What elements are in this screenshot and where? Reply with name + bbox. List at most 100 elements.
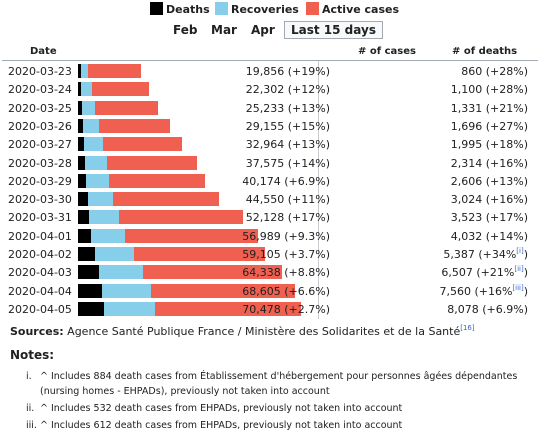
row-date: 2020-04-02 bbox=[8, 248, 72, 261]
row-deaths-value: 2,606 (+13%) bbox=[450, 174, 528, 188]
row-cases: 22,302 (+12%) bbox=[245, 83, 330, 97]
table-row: 2020-03-30 44,550 (+11%) 3,024 (+16%) bbox=[0, 190, 540, 208]
bar-segment-active bbox=[91, 82, 149, 97]
note-ref-link[interactable]: [ii] bbox=[514, 265, 524, 274]
legend-label-deaths: Deaths bbox=[166, 3, 210, 16]
bar-segment-recoveries bbox=[95, 247, 135, 261]
bar-segment-active bbox=[142, 265, 282, 280]
legend-active: Active cases bbox=[306, 2, 399, 16]
row-deaths: 1,331 (+21%) bbox=[451, 102, 528, 115]
note-text: ^ Includes 612 death cases from EHPADs, … bbox=[40, 420, 403, 431]
row-date: 2020-03-30 bbox=[8, 193, 72, 207]
bar-segment-deaths bbox=[78, 82, 82, 97]
bar-segment-deaths bbox=[78, 283, 102, 298]
bar-segment-recoveries bbox=[83, 118, 100, 133]
row-deaths: 1,696 (+27%) bbox=[451, 120, 528, 133]
row-cases: 37,575 (+14%) bbox=[245, 156, 330, 170]
bar-segment-recoveries bbox=[90, 228, 126, 243]
row-cases: 32,964 (+13%) bbox=[245, 138, 330, 152]
bar-segment-deaths bbox=[78, 265, 99, 280]
tab-last-15-days[interactable]: Last 15 days bbox=[284, 21, 383, 39]
legend-recoveries: Recoveries bbox=[215, 2, 299, 16]
bar-segment-deaths bbox=[78, 137, 85, 152]
bar-segment-deaths bbox=[78, 210, 90, 225]
header-deaths: # of deaths bbox=[452, 46, 518, 57]
bar-segment-active bbox=[118, 210, 244, 225]
table-row: 2020-03-31 52,128 (+17%) 3,523 (+17%) bbox=[0, 208, 540, 226]
row-deaths: 7,560 (+16%[iii]) bbox=[439, 283, 528, 298]
table-row: 2020-03-25 25,233 (+13%) 1,331 (+21%) bbox=[0, 99, 540, 117]
row-cases: 25,233 (+13%) bbox=[245, 101, 330, 115]
bar-segment-deaths bbox=[78, 118, 84, 133]
row-deaths-closing: ) bbox=[523, 284, 528, 298]
row-date: 2020-04-03 bbox=[8, 266, 72, 280]
note-ref-link[interactable]: [i] bbox=[516, 247, 524, 255]
bar-segment-deaths bbox=[78, 228, 91, 243]
row-date: 2020-04-05 bbox=[8, 302, 72, 316]
row-deaths: 3,024 (+16%) bbox=[451, 193, 528, 206]
legend-swatch-recoveries bbox=[215, 2, 228, 15]
row-deaths-value: 6,507 (+21% bbox=[441, 266, 515, 280]
row-date: 2020-03-29 bbox=[8, 174, 72, 188]
table-row: 2020-03-28 37,575 (+14%) 2,314 (+16%) bbox=[0, 154, 540, 172]
bar-segment-active bbox=[87, 64, 141, 78]
header-divider bbox=[2, 60, 538, 61]
note-item: ii. ^ Includes 532 death cases from EHPAD… bbox=[26, 401, 526, 416]
bar-segment-recoveries bbox=[80, 64, 88, 78]
row-deaths-value: 1,696 (+27%) bbox=[450, 119, 528, 133]
bar-segment-recoveries bbox=[86, 173, 110, 188]
bar-segment-recoveries bbox=[103, 301, 155, 316]
header-date: Date bbox=[30, 46, 57, 57]
legend-label-recoveries: Recoveries bbox=[231, 3, 299, 16]
row-deaths-value: 2,314 (+16%) bbox=[450, 156, 528, 170]
row-deaths-value: 1,100 (+28%) bbox=[450, 83, 528, 97]
row-deaths: 2,606 (+13%) bbox=[451, 175, 528, 188]
row-deaths-value: 7,560 (+16% bbox=[439, 284, 513, 298]
bar-segment-active bbox=[103, 137, 183, 152]
row-cases: 52,128 (+17%) bbox=[245, 211, 330, 225]
bar-segment-active bbox=[150, 283, 296, 298]
row-cases: 59,105 (+3.7%) bbox=[242, 248, 330, 261]
table-row: 2020-04-03 64,338 (+8.8%) 6,507 (+21%[ii]) bbox=[0, 263, 540, 281]
row-cases: 44,550 (+11%) bbox=[245, 193, 330, 207]
bar-segment-deaths bbox=[78, 64, 81, 78]
tab-feb[interactable]: Feb bbox=[173, 23, 198, 37]
table-row: 2020-03-27 32,964 (+13%) 1,995 (+18%) bbox=[0, 135, 540, 153]
table-row: 2020-03-23 19,856 (+19%) 860 (+28%) bbox=[0, 62, 540, 80]
row-deaths-closing: ) bbox=[523, 266, 528, 280]
tab-mar[interactable]: Mar bbox=[211, 23, 237, 37]
bar-segment-recoveries bbox=[84, 137, 104, 152]
row-cases: 29,155 (+15%) bbox=[245, 119, 330, 133]
row-date: 2020-03-25 bbox=[8, 101, 72, 115]
row-deaths-value: 860 (+28%) bbox=[461, 65, 528, 78]
bar-segment-deaths bbox=[78, 100, 83, 115]
bar-segment-recoveries bbox=[85, 155, 107, 170]
tab-apr[interactable]: Apr bbox=[251, 23, 275, 37]
sources-line: Sources: Agence Santé Publique France / … bbox=[10, 324, 475, 339]
bar-segment-active bbox=[134, 247, 266, 261]
bar-segment-recoveries bbox=[81, 82, 92, 97]
sources-text: Agence Santé Publique France / Ministère… bbox=[63, 325, 461, 338]
legend-deaths: Deaths bbox=[150, 2, 210, 16]
row-deaths-value: 3,523 (+17%) bbox=[450, 211, 528, 225]
note-ref-link[interactable]: [iii] bbox=[512, 283, 524, 292]
row-deaths: 6,507 (+21%[ii]) bbox=[441, 265, 528, 280]
column-divider bbox=[318, 61, 319, 319]
table-row: 2020-04-05 70,478 (+2.7%) 8,078 (+6.9%) bbox=[0, 300, 540, 318]
row-date: 2020-03-27 bbox=[8, 138, 72, 152]
table-row: 2020-04-01 56,989 (+9.3%) 4,032 (+14%) bbox=[0, 227, 540, 245]
legend-label-active: Active cases bbox=[322, 3, 400, 16]
note-text: ^ Includes 884 death cases from Établiss… bbox=[40, 371, 518, 397]
table-row: 2020-03-26 29,155 (+15%) 1,696 (+27%) bbox=[0, 117, 540, 135]
bar-segment-active bbox=[94, 100, 158, 115]
row-date: 2020-03-31 bbox=[8, 211, 72, 225]
bar-segment-active bbox=[109, 173, 206, 188]
row-cases: 68,605 (+6.6%) bbox=[242, 284, 330, 298]
bar-segment-deaths bbox=[78, 155, 86, 170]
sources-ref-link[interactable]: [16] bbox=[460, 324, 475, 332]
bar-segment-recoveries bbox=[87, 192, 113, 207]
table-row: 2020-04-04 68,605 (+6.6%) 7,560 (+16%[iii]… bbox=[0, 282, 540, 300]
row-deaths-value: 5,387 (+34% bbox=[443, 248, 517, 261]
row-cases: 64,338 (+8.8%) bbox=[242, 266, 330, 280]
row-deaths-value: 1,331 (+21%) bbox=[450, 101, 528, 115]
